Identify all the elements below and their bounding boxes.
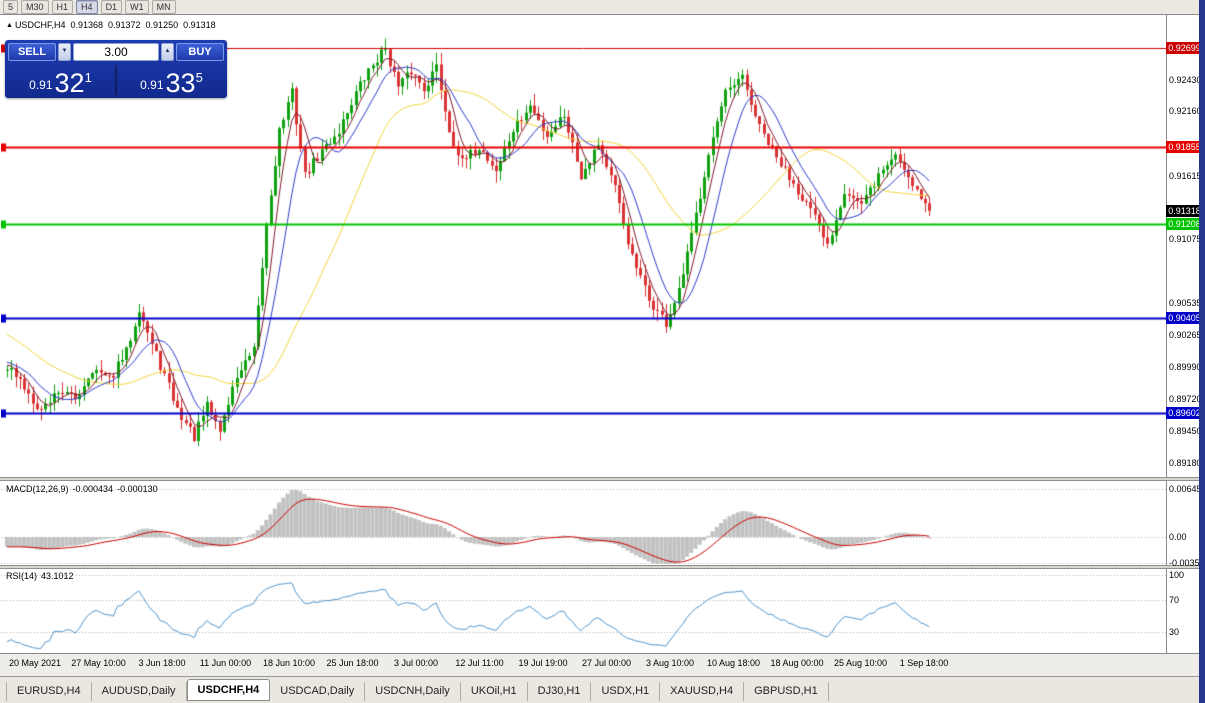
time-axis-label: 12 Jul 11:00 xyxy=(455,658,504,668)
timeframe-button-h1[interactable]: H1 xyxy=(51,0,74,14)
sell-price-pipette: 1 xyxy=(84,70,92,85)
rsi-axis-label: 100 xyxy=(1169,570,1185,580)
sell-price-prefix: 0.91 xyxy=(29,78,53,92)
time-axis-label: 1 Sep 18:00 xyxy=(899,658,949,668)
rsi-panel-splitter[interactable] xyxy=(0,565,1199,569)
timeframe-toolbar: 5 M30 H1 H4 D1 W1 MN xyxy=(0,0,1199,14)
ohlc-high: 0.91372 xyxy=(108,20,141,30)
timeframe-button-w1[interactable]: W1 xyxy=(125,0,149,14)
buy-button[interactable]: BUY xyxy=(176,43,224,61)
rsi-panel-canvas[interactable] xyxy=(1,569,1166,653)
rsi-axis-label: 30 xyxy=(1169,627,1180,638)
price-axis-label: 0.92160 xyxy=(1169,106,1202,117)
ohlc-open: 0.91368 xyxy=(70,20,103,30)
price-axis-label: 0.89720 xyxy=(1169,394,1202,405)
macd-main-value: -0.000434 xyxy=(72,484,114,494)
price-level-badge: 0.91855 xyxy=(1166,141,1203,154)
time-axis-label: 25 Jun 18:00 xyxy=(326,658,379,668)
macd-panel-canvas[interactable] xyxy=(1,481,1166,565)
buy-price-pipette: 5 xyxy=(195,70,203,85)
price-level-badge: 0.91208 xyxy=(1166,217,1203,230)
timeframe-button-d1[interactable]: D1 xyxy=(100,0,123,14)
chart-tab-audusd-daily[interactable]: AUDUSD,Daily xyxy=(92,682,187,701)
chart-tab-dj30-h1[interactable]: DJ30,H1 xyxy=(528,682,592,701)
chart-tab-eurusd-h4[interactable]: EURUSD,H4 xyxy=(6,682,92,701)
time-axis-label: 18 Aug 00:00 xyxy=(770,658,824,668)
chart-tab-usdcad-daily[interactable]: USDCAD,Daily xyxy=(270,682,366,701)
macd-axis-label: 0.00645 xyxy=(1169,484,1202,495)
price-axis-label: 0.91075 xyxy=(1169,234,1202,245)
chart-tab-bar: EURUSD,H4 AUDUSD,Daily USDCHF,H4 USDCAD,Dai… xyxy=(0,676,1199,703)
time-axis-label: 11 Jun 00:00 xyxy=(199,658,252,668)
price-axis-label: 0.92430 xyxy=(1169,74,1202,85)
price-axis[interactable] xyxy=(1166,14,1199,653)
macd-title: MACD(12,26,9) xyxy=(6,484,69,494)
time-axis-label: 19 Jul 19:00 xyxy=(518,658,568,668)
time-axis-label: 3 Jun 18:00 xyxy=(138,658,186,668)
time-axis-label: 27 Jul 00:00 xyxy=(581,658,632,668)
timeframe-button-mn[interactable]: MN xyxy=(151,0,176,14)
chart-tab-usdchf-h4[interactable]: USDCHF,H4 xyxy=(186,679,271,701)
sell-price-display: 0.91 32 1 xyxy=(8,63,113,97)
timeframe-button-5[interactable]: 5 xyxy=(3,0,19,14)
price-level-badge: 0.90405 xyxy=(1166,312,1203,325)
rsi-axis-label: 70 xyxy=(1169,594,1180,605)
time-axis-label: 25 Aug 10:00 xyxy=(833,658,888,668)
sell-price-big-digits: 32 xyxy=(54,68,85,98)
window-frame-strip xyxy=(1199,0,1205,703)
macd-axis-label: -0.00350 xyxy=(1169,558,1205,569)
chart-tab-gbpusd-h1[interactable]: GBPUSD,H1 xyxy=(744,682,829,701)
price-divider xyxy=(115,65,117,95)
rsi-title: RSI(14) xyxy=(6,571,38,581)
time-axis-label: 3 Aug 10:00 xyxy=(645,658,695,668)
price-level-badge: 0.92699 xyxy=(1166,41,1203,54)
price-axis-label: 0.91615 xyxy=(1169,170,1202,181)
chart-ohlc-title: ▲ USDCHF,H4 0.91368 0.91372 0.91250 0.91318 xyxy=(6,20,221,30)
chart-tab-usdx-h1[interactable]: USDX,H1 xyxy=(591,682,661,701)
buy-price-big-digits: 33 xyxy=(165,68,196,98)
ohlc-close: 0.91318 xyxy=(183,20,216,30)
time-axis-label: 18 Jun 10:00 xyxy=(262,658,316,668)
price-axis-label: 0.89180 xyxy=(1169,457,1202,468)
price-level-badge: 0.89602 xyxy=(1166,407,1203,420)
macd-indicator-label: MACD(12,26,9) -0.000434 -0.000130 xyxy=(6,484,162,494)
time-axis-label: 20 May 2021 xyxy=(8,658,62,668)
price-axis-label: 0.89990 xyxy=(1169,362,1202,373)
chart-tab-xauusd-h4[interactable]: XAUUSD,H4 xyxy=(660,682,745,701)
sell-button[interactable]: SELL xyxy=(8,43,56,61)
macd-signal-value: -0.000130 xyxy=(117,484,158,494)
rsi-value: 43.1012 xyxy=(41,571,74,581)
macd-axis-label: 0.00 xyxy=(1169,532,1187,542)
price-axis-label: 0.90535 xyxy=(1169,298,1202,309)
time-axis-label: 27 May 10:00 xyxy=(71,658,126,668)
time-axis-label: 3 Jul 00:00 xyxy=(393,658,439,668)
rsi-indicator-label: RSI(14) 43.1012 xyxy=(6,571,78,581)
volume-input[interactable] xyxy=(73,43,159,61)
current-price-badge: 0.91318 xyxy=(1166,204,1203,217)
price-axis-label: 0.90265 xyxy=(1169,329,1202,340)
chart-tab-usdcnh-daily[interactable]: USDCNH,Daily xyxy=(365,682,461,701)
time-axis-label: 10 Aug 18:00 xyxy=(706,658,761,668)
collapse-triangle-icon: ▲ xyxy=(6,22,13,29)
volume-increase-button[interactable]: ▲ xyxy=(161,43,174,61)
one-click-trade-panel: SELL ▼ ▲ BUY 0.91 32 1 0.91 33 5 xyxy=(5,40,227,98)
chart-symbol-period: USDCHF,H4 xyxy=(14,20,66,30)
buy-price-display: 0.91 33 5 xyxy=(119,63,224,97)
chart-tab-ukoil-h1[interactable]: UKOil,H1 xyxy=(461,682,528,701)
price-axis-label: 0.89450 xyxy=(1169,426,1202,437)
ohlc-low: 0.91250 xyxy=(145,20,179,30)
volume-decrease-button[interactable]: ▼ xyxy=(58,43,71,61)
buy-price-prefix: 0.91 xyxy=(140,78,164,92)
time-axis[interactable] xyxy=(0,653,1199,676)
timeframe-button-m30[interactable]: M30 xyxy=(21,0,49,14)
timeframe-button-h4[interactable]: H4 xyxy=(76,0,98,14)
macd-panel-splitter[interactable] xyxy=(0,477,1199,481)
